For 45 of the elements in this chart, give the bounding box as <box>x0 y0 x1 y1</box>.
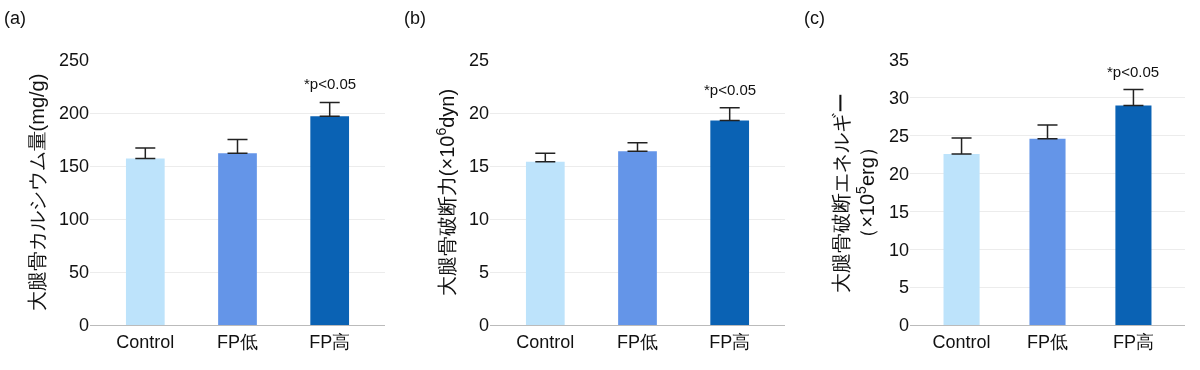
x-tick-label: Control <box>516 331 575 352</box>
y-tick-label: 200 <box>58 103 89 124</box>
x-tick-label: FP低 <box>1026 331 1069 352</box>
bar <box>618 151 657 325</box>
bar <box>525 161 565 325</box>
y-tick-label: 0 <box>478 315 489 336</box>
x-tick-label: FP高 <box>709 331 751 352</box>
y-tick-label: 20 <box>888 163 909 184</box>
x-tick-label: FP低 <box>216 331 259 352</box>
chart-title: (a) <box>4 7 26 28</box>
bar <box>218 153 257 325</box>
bar <box>1029 138 1066 325</box>
annotation: *p<0.05 <box>304 75 357 92</box>
y-tick-label: 50 <box>68 262 89 283</box>
y-tick-label: 15 <box>888 201 909 222</box>
y-tick-label: 10 <box>888 239 909 260</box>
y-tick-label: 10 <box>468 209 489 230</box>
y-tick-label: 250 <box>58 50 89 71</box>
x-tick-label: Control <box>116 331 175 352</box>
annotation: *p<0.05 <box>704 81 757 98</box>
y-tick-label: 5 <box>898 277 909 298</box>
annotation: *p<0.05 <box>1107 63 1160 80</box>
y-tick-label: 25 <box>468 50 489 71</box>
y-tick-label: 100 <box>58 209 89 230</box>
x-tick-label: FP高 <box>309 331 351 352</box>
y-tick-label: 25 <box>888 126 909 147</box>
bar <box>943 153 980 325</box>
bar <box>710 120 750 325</box>
chart-title: (b) <box>404 7 426 28</box>
x-tick-label: FP低 <box>616 331 659 352</box>
y-tick-label: 5 <box>478 262 489 283</box>
chart-title: (c) <box>804 7 825 28</box>
y-axis-title: 大腿骨カルシウム量(mg/g) <box>26 73 49 312</box>
y-tick-label: 15 <box>468 156 489 177</box>
x-tick-label: Control <box>932 331 991 352</box>
bar <box>1115 105 1152 325</box>
y-tick-label: 35 <box>888 50 909 71</box>
y-tick-label: 20 <box>468 103 489 124</box>
y-tick-label: 150 <box>58 156 89 177</box>
x-tick-label: FP高 <box>1112 331 1154 352</box>
bar <box>310 116 350 325</box>
y-tick-label: 30 <box>888 88 909 109</box>
y-tick-label: 0 <box>898 315 909 336</box>
bar <box>125 158 165 325</box>
y-tick-label: 0 <box>78 315 89 336</box>
